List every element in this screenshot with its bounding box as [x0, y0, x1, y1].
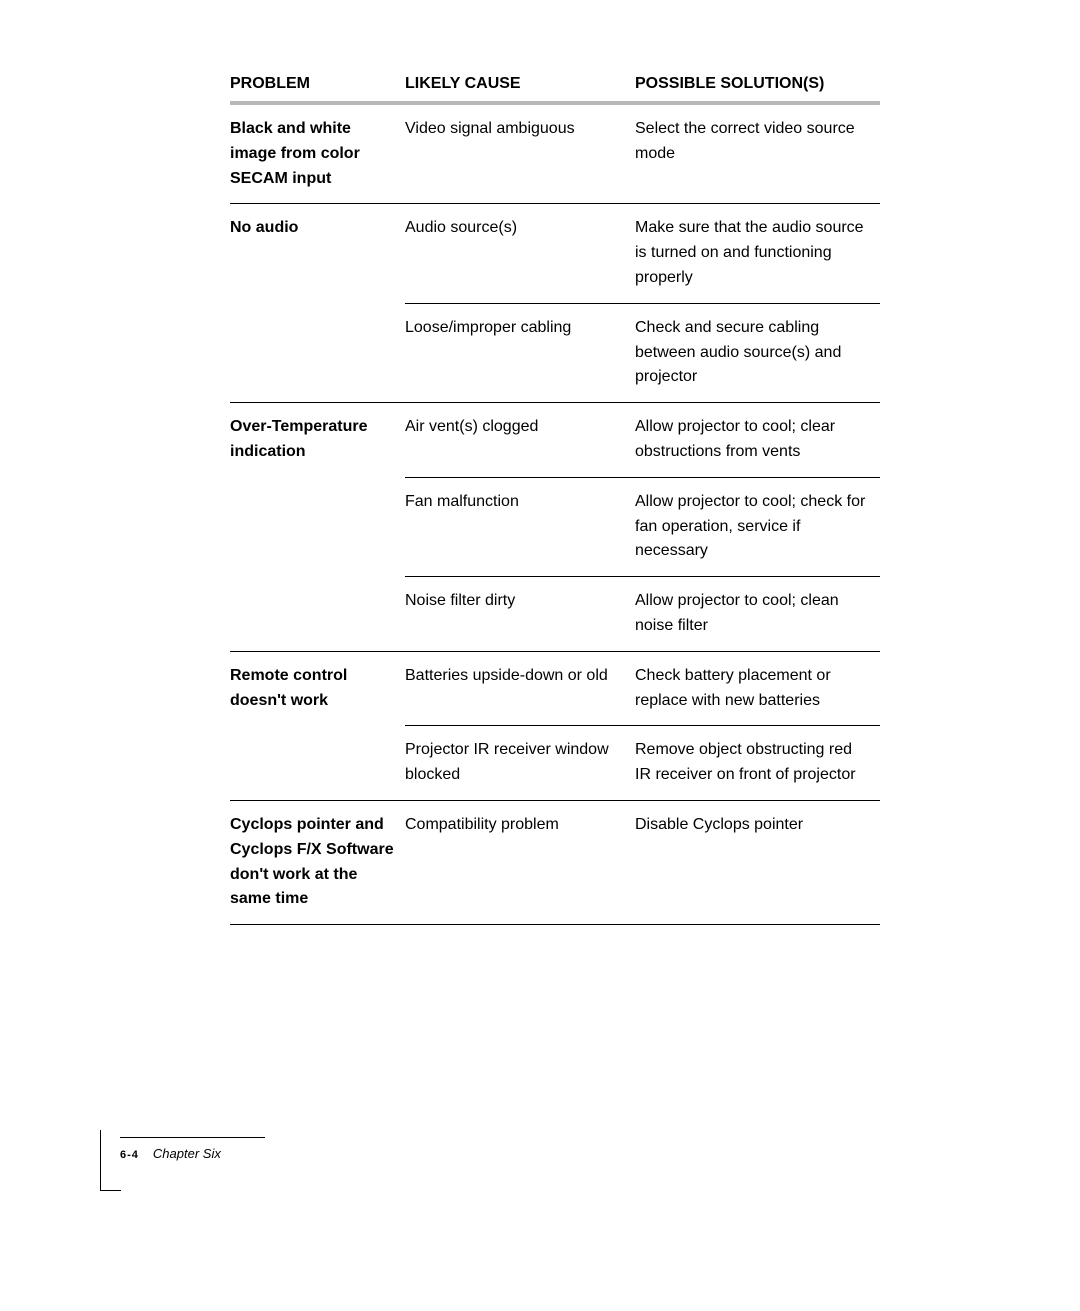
cell-cause: Compatibility problem — [405, 800, 635, 924]
cell-cause: Audio source(s) — [405, 204, 635, 303]
cell-problem — [230, 577, 405, 652]
cell-solution: Make sure that the audio source is turne… — [635, 204, 880, 303]
cell-solution: Allow projector to cool; check for fan o… — [635, 477, 880, 576]
table-row: Over-Temperature indicationAir vent(s) c… — [230, 403, 880, 478]
table-body: Black and white image from color SECAM i… — [230, 105, 880, 925]
page: PROBLEM LIKELY CAUSE POSSIBLE SOLUTION(S… — [0, 0, 1080, 1311]
cell-solution: Allow projector to cool; clear obstructi… — [635, 403, 880, 478]
cell-problem — [230, 726, 405, 801]
table-row: No audioAudio source(s)Make sure that th… — [230, 204, 880, 303]
header-problem: PROBLEM — [230, 75, 405, 101]
cell-solution: Check battery placement or replace with … — [635, 651, 880, 726]
cell-problem — [230, 303, 405, 402]
cell-problem: Remote control doesn't work — [230, 651, 405, 726]
cell-solution: Remove object obstructing red IR receive… — [635, 726, 880, 801]
table-row: Noise filter dirtyAllow projector to coo… — [230, 577, 880, 652]
table-row: Black and white image from color SECAM i… — [230, 105, 880, 204]
table-row: Loose/improper cablingCheck and secure c… — [230, 303, 880, 402]
cell-cause: Fan malfunction — [405, 477, 635, 576]
cell-cause: Batteries upside-down or old — [405, 651, 635, 726]
content-area: PROBLEM LIKELY CAUSE POSSIBLE SOLUTION(S… — [230, 75, 880, 925]
page-corner-mark — [100, 1130, 121, 1191]
cell-solution: Check and secure cabling between audio s… — [635, 303, 880, 402]
header-solution: POSSIBLE SOLUTION(S) — [635, 75, 880, 101]
cell-problem: Over-Temperature indication — [230, 403, 405, 478]
header-cause: LIKELY CAUSE — [405, 75, 635, 101]
page-footer: 6-4 Chapter Six — [120, 1137, 265, 1161]
table-row: Projector IR receiver window blockedRemo… — [230, 726, 880, 801]
cell-solution: Allow projector to cool; clean noise fil… — [635, 577, 880, 652]
cell-cause: Video signal ambiguous — [405, 105, 635, 204]
table-row: Remote control doesn't workBatteries ups… — [230, 651, 880, 726]
cell-cause: Noise filter dirty — [405, 577, 635, 652]
cell-problem — [230, 477, 405, 576]
cell-solution: Select the correct video source mode — [635, 105, 880, 204]
table-row: Fan malfunctionAllow projector to cool; … — [230, 477, 880, 576]
cell-problem: Black and white image from color SECAM i… — [230, 105, 405, 204]
troubleshooting-table: PROBLEM LIKELY CAUSE POSSIBLE SOLUTION(S… — [230, 75, 880, 925]
cell-problem: Cyclops pointer and Cyclops F/X Software… — [230, 800, 405, 924]
page-number: 6-4 — [120, 1149, 139, 1161]
table-header: PROBLEM LIKELY CAUSE POSSIBLE SOLUTION(S… — [230, 75, 880, 105]
cell-cause: Air vent(s) clogged — [405, 403, 635, 478]
cell-problem: No audio — [230, 204, 405, 303]
cell-solution: Disable Cyclops pointer — [635, 800, 880, 924]
cell-cause: Loose/improper cabling — [405, 303, 635, 402]
cell-cause: Projector IR receiver window blocked — [405, 726, 635, 801]
table-row: Cyclops pointer and Cyclops F/X Software… — [230, 800, 880, 924]
table-end-rule — [230, 925, 880, 926]
chapter-label: Chapter Six — [153, 1146, 221, 1161]
footer-rule — [120, 1137, 265, 1138]
